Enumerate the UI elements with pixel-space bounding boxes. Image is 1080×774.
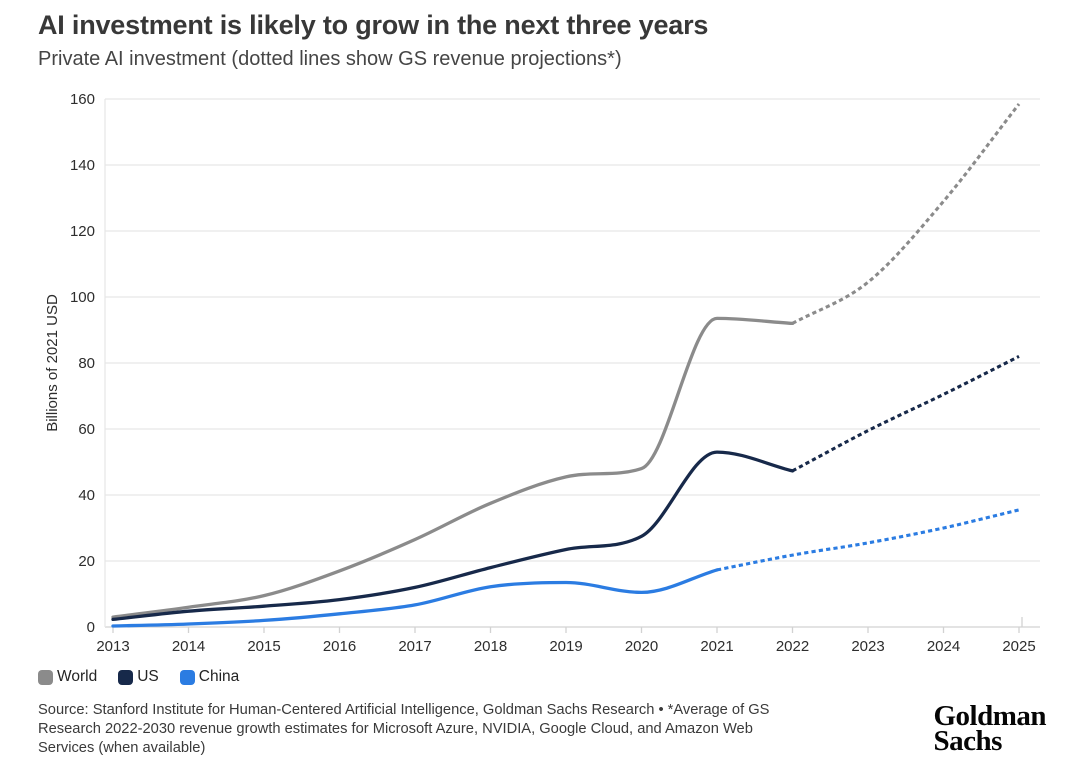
source-line: Services (when available) (38, 740, 206, 757)
china-line-projection (716, 508, 1020, 572)
legend-label: US (137, 668, 159, 685)
goldman-sachs-logo: Goldman Sachs (933, 700, 1046, 757)
chart-footer: Source: Stanford Institute for Human-Cen… (38, 701, 1046, 759)
y-tick-label: 120 (70, 223, 95, 240)
source-note: Source: Stanford Institute for Human-Cen… (38, 701, 769, 759)
world-line-projection (791, 103, 1021, 325)
chart-title: AI investment is likely to grow in the n… (38, 10, 709, 40)
y-tick-label: 140 (70, 157, 95, 174)
legend-label: World (57, 668, 98, 685)
chart-legend: World US China (38, 668, 239, 686)
y-tick-label: 20 (78, 553, 95, 570)
x-tick-label: 2023 (851, 638, 884, 655)
y-tick-label: 100 (70, 289, 95, 306)
x-tick-label: 2022 (776, 638, 809, 655)
x-tick-label: 2024 (927, 638, 960, 655)
china-line-solid (111, 568, 719, 628)
legend-swatch-china (179, 669, 195, 685)
logo-line: Goldman (933, 700, 1046, 732)
legend-item-us: US (118, 668, 159, 686)
x-tick-label: 2013 (96, 638, 129, 655)
us-line-projection (791, 355, 1020, 473)
source-line: Source: Stanford Institute for Human-Cen… (38, 702, 770, 718)
x-tick-label: 2025 (1002, 638, 1035, 655)
world-line-solid (111, 316, 795, 619)
legend-item-world: World (38, 668, 97, 686)
legend-swatch-world (38, 669, 53, 685)
chart-subtitle: Private AI investment (dotted lines show… (38, 48, 622, 70)
logo-line: Sachs (933, 725, 1002, 757)
us-line-solid (111, 450, 795, 622)
y-tick-label: 40 (78, 487, 95, 504)
y-tick-label: 160 (70, 91, 95, 108)
x-tick-label: 2020 (625, 638, 658, 655)
y-axis-title: Billions of 2021 USD (44, 294, 61, 432)
x-tick-label: 2014 (172, 638, 205, 655)
line-chart: 0 20 40 60 80 100 120 140 160 2013 2014 2015 2016 201… (44, 91, 1040, 655)
legend-label: China (198, 668, 240, 685)
legend-item-china: China (179, 668, 240, 686)
legend-swatch-us (118, 669, 134, 685)
x-tick-label: 2019 (549, 638, 582, 655)
x-tick-label: 2016 (323, 638, 356, 655)
x-tick-label: 2018 (474, 638, 507, 655)
x-tick-label: 2021 (700, 638, 733, 655)
x-tick-label: 2017 (398, 638, 431, 655)
y-tick-label: 60 (78, 421, 95, 438)
x-tick-label: 2015 (247, 638, 280, 655)
y-tick-label: 80 (78, 355, 95, 372)
y-tick-label: 0 (87, 619, 95, 636)
source-line: Research 2022-2030 revenue growth estima… (38, 721, 753, 738)
